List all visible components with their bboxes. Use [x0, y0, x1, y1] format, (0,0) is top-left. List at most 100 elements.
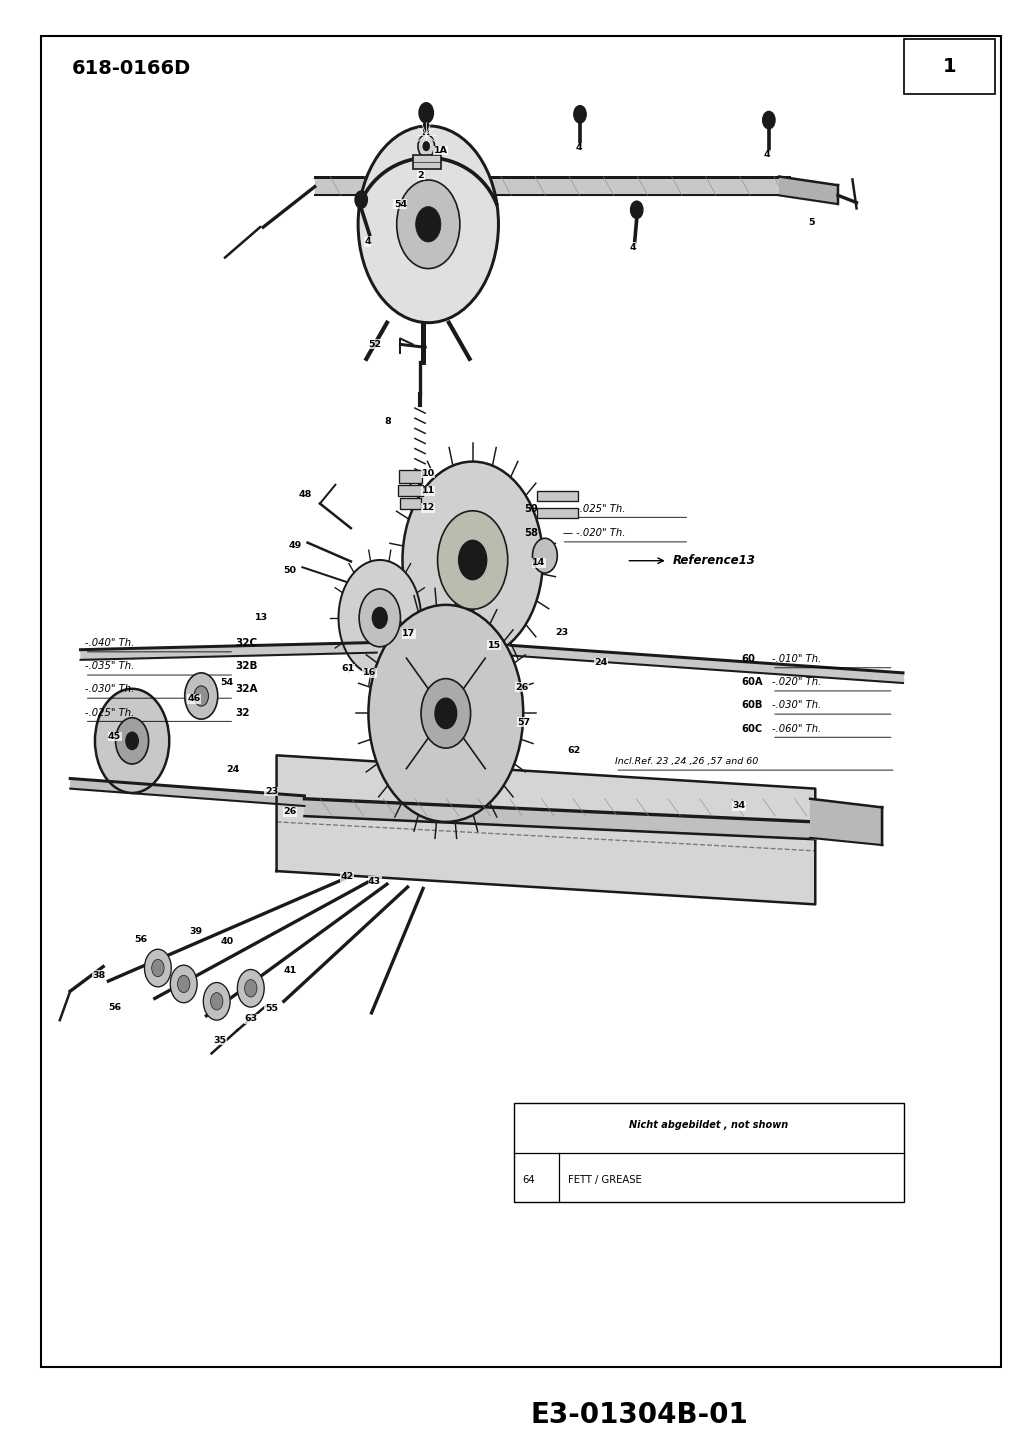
- Text: 55: 55: [265, 1004, 278, 1013]
- Bar: [537, 508, 578, 518]
- Bar: [413, 155, 441, 169]
- Circle shape: [631, 201, 643, 218]
- Text: 14: 14: [533, 559, 545, 567]
- Text: 26: 26: [516, 683, 528, 692]
- Circle shape: [421, 679, 471, 748]
- Bar: [398, 485, 423, 496]
- Text: 42: 42: [341, 873, 353, 881]
- Text: 41: 41: [284, 967, 296, 975]
- Text: Incl.Ref. 23 ,24 ,26 ,57 and 60: Incl.Ref. 23 ,24 ,26 ,57 and 60: [615, 757, 759, 765]
- Text: 4: 4: [764, 150, 770, 159]
- Text: Reference13: Reference13: [673, 554, 755, 567]
- Text: 54: 54: [394, 200, 407, 208]
- Circle shape: [418, 135, 434, 158]
- Circle shape: [358, 126, 498, 323]
- Text: 24: 24: [594, 658, 607, 667]
- Text: 32C: 32C: [235, 638, 257, 648]
- Text: Nicht abgebildet , not shown: Nicht abgebildet , not shown: [630, 1120, 788, 1130]
- Text: 5: 5: [808, 218, 814, 227]
- Text: 57: 57: [518, 718, 530, 726]
- Text: 4: 4: [630, 243, 636, 252]
- Text: 54: 54: [221, 679, 233, 687]
- Text: 11: 11: [422, 486, 434, 495]
- Circle shape: [211, 993, 223, 1010]
- Circle shape: [116, 718, 149, 764]
- Circle shape: [245, 980, 257, 997]
- Text: 26: 26: [284, 807, 296, 816]
- Circle shape: [355, 191, 367, 208]
- Text: 60: 60: [741, 654, 754, 664]
- Text: 17: 17: [402, 629, 415, 638]
- Text: -.060" Th.: -.060" Th.: [772, 724, 821, 734]
- Text: 60A: 60A: [741, 677, 763, 687]
- Text: 16: 16: [363, 669, 376, 677]
- Circle shape: [763, 111, 775, 129]
- Circle shape: [152, 959, 164, 977]
- Text: 2: 2: [418, 171, 424, 179]
- Text: 56: 56: [108, 1003, 121, 1011]
- Circle shape: [178, 975, 190, 993]
- Text: — -.025" Th.: — -.025" Th.: [563, 504, 625, 514]
- Circle shape: [185, 673, 218, 719]
- Text: FETT / GREASE: FETT / GREASE: [568, 1175, 641, 1185]
- Circle shape: [574, 106, 586, 123]
- Text: 4: 4: [364, 237, 370, 246]
- Text: 10: 10: [422, 469, 434, 478]
- Circle shape: [436, 697, 456, 729]
- Text: 24: 24: [227, 765, 239, 774]
- Text: 49: 49: [289, 541, 301, 550]
- Text: 43: 43: [368, 877, 381, 886]
- Circle shape: [359, 589, 400, 647]
- Text: 46: 46: [188, 695, 200, 703]
- Circle shape: [144, 949, 171, 987]
- Circle shape: [170, 965, 197, 1003]
- Circle shape: [194, 686, 208, 706]
- Text: 35: 35: [214, 1036, 226, 1045]
- Bar: [514, 1103, 904, 1201]
- Text: 62: 62: [568, 747, 580, 755]
- Text: 13: 13: [255, 614, 267, 622]
- Bar: [399, 469, 422, 482]
- Circle shape: [423, 142, 429, 150]
- Circle shape: [126, 732, 138, 750]
- Circle shape: [438, 511, 508, 609]
- Bar: [537, 491, 578, 501]
- Text: 4: 4: [576, 143, 582, 152]
- Circle shape: [533, 538, 557, 573]
- Text: 60C: 60C: [741, 724, 763, 734]
- Text: -.010" Th.: -.010" Th.: [772, 654, 821, 664]
- Text: 39: 39: [190, 928, 202, 936]
- Text: 23: 23: [555, 628, 568, 637]
- Text: -.030" Th.: -.030" Th.: [85, 684, 134, 695]
- Circle shape: [396, 179, 460, 269]
- Text: 12: 12: [422, 504, 434, 512]
- Text: 63: 63: [245, 1014, 257, 1023]
- Text: 618-0166D: 618-0166D: [72, 58, 192, 78]
- Text: 60B: 60B: [741, 700, 763, 710]
- Circle shape: [458, 540, 487, 580]
- Text: 34: 34: [733, 802, 745, 810]
- Polygon shape: [277, 755, 815, 904]
- Text: 64: 64: [522, 1175, 535, 1185]
- Text: 38: 38: [93, 971, 105, 980]
- Text: 32B: 32B: [235, 661, 258, 671]
- Circle shape: [95, 689, 169, 793]
- Circle shape: [416, 207, 441, 242]
- Circle shape: [419, 103, 433, 123]
- Text: -.025" Th.: -.025" Th.: [85, 708, 134, 718]
- Text: E3-01304B-01: E3-01304B-01: [531, 1401, 748, 1430]
- Text: — -.020" Th.: — -.020" Th.: [563, 528, 625, 538]
- Text: 61: 61: [342, 664, 354, 673]
- Circle shape: [237, 969, 264, 1007]
- Circle shape: [203, 983, 230, 1020]
- Text: -.030" Th.: -.030" Th.: [772, 700, 821, 710]
- Text: -.035" Th.: -.035" Th.: [85, 661, 134, 671]
- Bar: [904, 39, 995, 94]
- Text: 32A: 32A: [235, 684, 258, 695]
- Text: 32: 32: [235, 708, 250, 718]
- Text: 1: 1: [942, 56, 957, 77]
- Text: 45: 45: [108, 732, 121, 741]
- Text: 56: 56: [134, 935, 147, 943]
- Text: 1A: 1A: [433, 146, 448, 155]
- Text: -.020" Th.: -.020" Th.: [772, 677, 821, 687]
